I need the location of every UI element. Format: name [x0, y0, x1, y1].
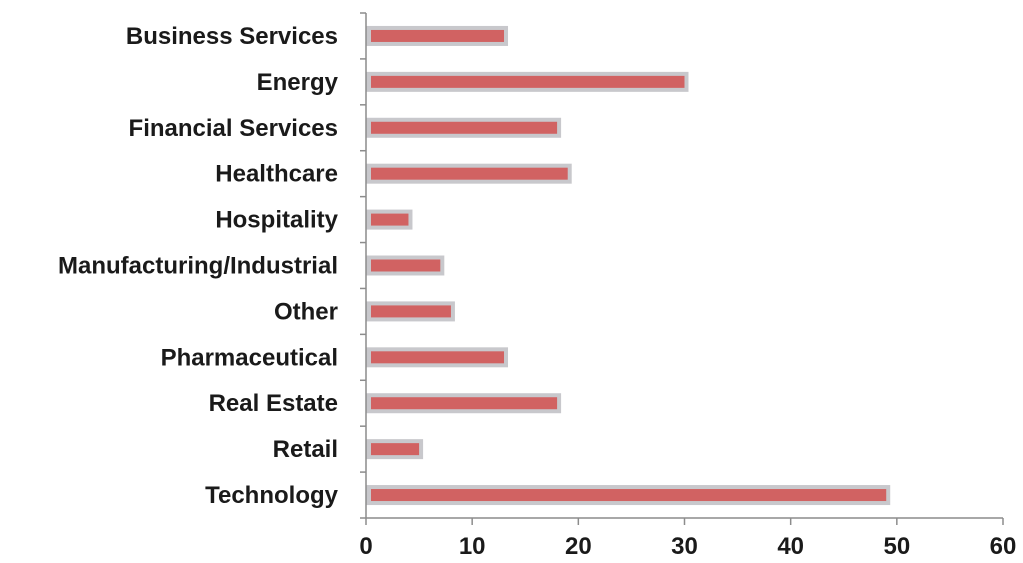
bars-group	[366, 25, 891, 506]
x-tick-label: 30	[671, 533, 698, 560]
x-tick-label: 50	[883, 533, 910, 560]
category-label: Financial Services	[129, 115, 338, 142]
bar	[371, 259, 441, 272]
bar	[371, 397, 558, 410]
bar	[371, 75, 685, 88]
x-axis-ticks	[365, 518, 1004, 525]
category-label: Retail	[273, 436, 338, 463]
category-label: Pharmaceutical	[161, 344, 338, 371]
x-tick-label: 10	[459, 533, 486, 560]
bar	[371, 121, 558, 134]
bar	[371, 29, 505, 42]
bar	[371, 213, 409, 226]
bar	[371, 305, 451, 318]
category-label: Energy	[257, 69, 339, 96]
category-labels: Business Services Energy Financial Service…	[58, 23, 339, 509]
bar	[371, 167, 568, 180]
category-label: Hospitality	[215, 207, 338, 234]
x-tick-label: 40	[777, 533, 804, 560]
x-tick-labels: 0 10 20 30 40 50 60	[359, 533, 1016, 560]
category-label: Business Services	[126, 23, 338, 50]
category-label: Other	[274, 298, 338, 325]
bar	[371, 443, 420, 456]
category-label: Healthcare	[215, 161, 338, 188]
category-label: Manufacturing/Industrial	[58, 253, 338, 280]
category-label: Technology	[205, 482, 339, 509]
y-axis-ticks	[360, 12, 366, 519]
x-tick-label: 60	[990, 533, 1017, 560]
bar	[371, 489, 887, 502]
category-label: Real Estate	[209, 390, 338, 417]
x-tick-label: 20	[565, 533, 592, 560]
bar	[371, 351, 505, 364]
x-tick-label: 0	[359, 533, 372, 560]
